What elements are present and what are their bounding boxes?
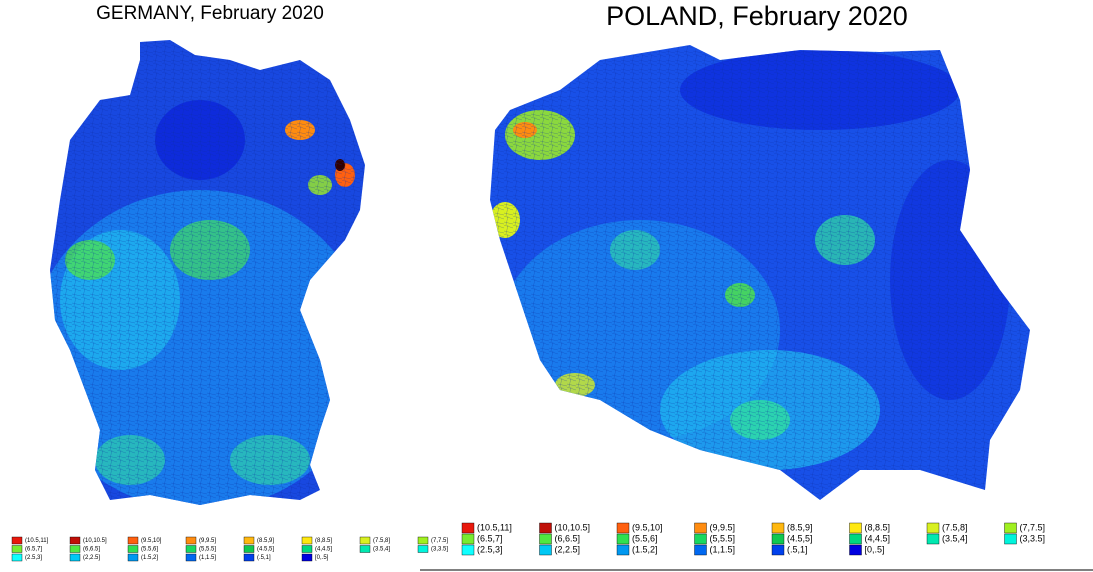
legend-label: (8.5,9] (787, 522, 813, 532)
legend-label: (3,3.5] (1020, 533, 1046, 543)
legend-swatch (539, 533, 552, 545)
legend-label: (3,3.5] (431, 547, 448, 553)
legend-swatch (243, 545, 255, 553)
legend-swatch (926, 533, 940, 545)
legend-label: (6.5,7] (25, 547, 42, 553)
legend-label: (5.5,6] (632, 533, 658, 543)
legend-swatch (849, 544, 862, 556)
legend-swatch (301, 545, 313, 553)
legend-swatch (926, 522, 940, 534)
legend: (10.5,11] (10,10.5] (9.5,10] (9,9.5] (8.5,9]… (461, 522, 1046, 556)
legend-label: (2,2.5] (83, 555, 100, 561)
legend-swatch (243, 553, 255, 562)
legend-label: (5.5,6] (141, 547, 158, 553)
legend-label: [0,.5] (315, 555, 329, 561)
legend-swatch (771, 544, 785, 556)
legend-swatch (694, 522, 707, 534)
legend-label: (4.5,5] (787, 533, 813, 543)
legend-swatch (461, 533, 475, 545)
legend-swatch (771, 533, 785, 545)
legend-swatch (11, 536, 23, 545)
legend-swatch (539, 522, 552, 534)
legend-label: (7.5,8] (942, 522, 968, 532)
legend-label: (9.5,10] (141, 538, 162, 544)
legend-swatch (301, 553, 313, 562)
legend-label: (6.5,7] (477, 533, 503, 543)
legend-label: (10.5,11] (25, 538, 49, 544)
legend-swatch (185, 536, 197, 545)
legend-label: (1,1.5] (710, 544, 736, 554)
legend-swatch (11, 553, 23, 562)
legend-swatch (1004, 522, 1017, 534)
legend-label: (8,8.5] (315, 538, 332, 544)
legend-label: (1.5,2] (141, 555, 158, 561)
legend-swatch (127, 536, 139, 545)
legend-swatch (417, 536, 429, 545)
legend-swatch (359, 536, 371, 545)
legend-swatch (616, 544, 630, 556)
legend-swatch (616, 522, 630, 534)
legend-label: (9,9.5] (199, 538, 216, 544)
legend-label: (1.5,2] (632, 544, 658, 554)
legend-swatch (771, 522, 785, 534)
legend-label: (5,5.5] (710, 533, 736, 543)
legend-swatch (616, 533, 630, 545)
legend-swatch (461, 522, 475, 534)
legend-swatch (127, 545, 139, 553)
legend-swatch (185, 545, 197, 553)
legend-label: (10,10.5] (555, 522, 591, 532)
legend-label: (10,10.5] (83, 538, 107, 544)
legend-label: (2.5,3] (477, 544, 503, 554)
legend-label: (7.5,8] (373, 538, 390, 544)
legend-swatch (1004, 533, 1017, 545)
legend: (10.5,11] (10,10.5] (9.5,10] (9,9.5] (8.5,9]… (11, 536, 448, 562)
legend-label: (2.5,3] (25, 555, 42, 561)
legend-label: (5,5.5] (199, 547, 216, 553)
legend-label: (4,4.5] (315, 547, 332, 553)
legend-label: [0,.5] (865, 544, 885, 554)
poland-map (490, 45, 1030, 500)
legend-label: (8.5,9] (257, 538, 274, 544)
legend-swatch (461, 544, 475, 556)
legend-label: (7,7.5] (431, 538, 448, 544)
legend-label: (9.5,10] (632, 522, 663, 532)
legend-label: (10.5,11] (477, 522, 512, 532)
legend-label: (2,2.5] (555, 544, 581, 554)
legend-swatch (69, 553, 81, 562)
legend-swatch (417, 545, 429, 553)
map-title: POLAND, February 2020 (606, 1, 908, 31)
legend-label: (6,6.5] (83, 547, 100, 553)
legend-label: (7,7.5] (1020, 522, 1046, 532)
legend-swatch (849, 522, 862, 534)
legend-label: (1,1.5] (199, 555, 216, 561)
legend-label: (4.5,5] (257, 547, 274, 553)
legend-label: (9,9.5] (710, 522, 736, 532)
legend-swatch (694, 544, 707, 556)
legend-label: (3.5,4] (373, 547, 390, 553)
legend-swatch (69, 545, 81, 553)
legend-label: (4,4.5] (865, 533, 891, 543)
legend-swatch (849, 533, 862, 545)
legend-swatch (359, 545, 371, 553)
legend-label: (6,6.5] (555, 533, 581, 543)
germany-map (50, 40, 365, 505)
legend-swatch (69, 536, 81, 545)
legend-swatch (127, 553, 139, 562)
legend-swatch (301, 536, 313, 545)
legend-label: (.5,1] (257, 555, 271, 561)
legend-swatch (185, 553, 197, 562)
map-title: GERMANY, February 2020 (96, 3, 324, 24)
legend-label: (.5,1] (787, 544, 808, 554)
legend-label: (3.5,4] (942, 533, 968, 543)
legend-swatch (11, 545, 23, 553)
legend-swatch (539, 544, 552, 556)
legend-label: (8,8.5] (865, 522, 891, 532)
legend-swatch (694, 533, 707, 545)
legend-swatch (243, 536, 255, 545)
